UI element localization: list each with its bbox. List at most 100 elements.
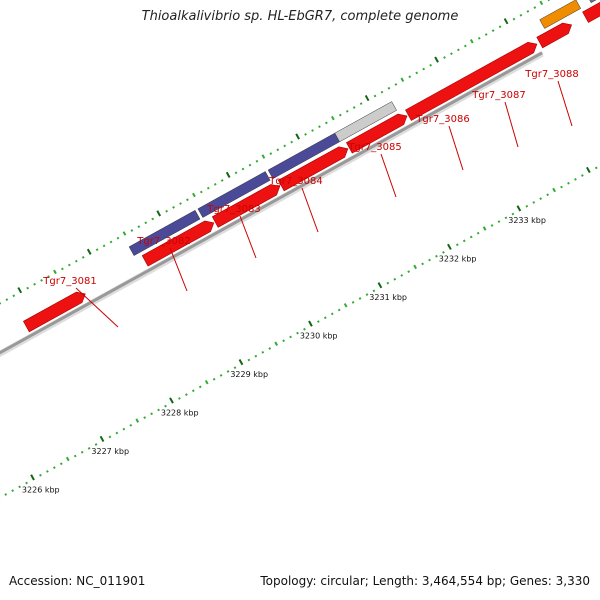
ruler-tick [323, 316, 327, 320]
ruler-tick [233, 366, 237, 370]
ruler-tick [525, 204, 529, 208]
feature-ruler-tick [283, 144, 287, 148]
cds-arrow [277, 146, 349, 192]
feature-ruler-tick [206, 186, 210, 190]
ruler-tick [462, 239, 466, 243]
feature-ruler-tick [122, 231, 127, 236]
feature-ruler-tick [457, 48, 460, 52]
ruler-tick [581, 174, 584, 177]
feature-ruler-tick [422, 67, 426, 71]
feature-ruler-tick [469, 39, 474, 44]
gene-label-leader [75, 287, 119, 328]
gene-label-leader [380, 153, 397, 198]
feature-ruler-tick [109, 240, 113, 244]
feature-ruler-tick [434, 56, 439, 63]
gene-label: Tgr7_3088 [524, 69, 578, 80]
ruler-tick [59, 462, 63, 466]
feature-ruler-tick [408, 75, 412, 79]
gene-label: Tgr7_3084 [268, 176, 322, 187]
feature-ruler-tick [234, 171, 238, 175]
ruler-tick [476, 231, 480, 235]
feature-ruler-tick [498, 25, 502, 29]
feature-ruler-tick [26, 286, 30, 290]
ruler-tick [296, 331, 299, 335]
feature-ruler-tick [331, 115, 335, 121]
feature-ruler-tick [533, 6, 537, 9]
feature-ruler-tick [5, 298, 9, 301]
feature-ruler-tick [33, 282, 36, 286]
gene-label-leader [239, 215, 257, 259]
feature-ruler-tick [400, 77, 405, 82]
ruler-tick [317, 320, 320, 323]
feature-ruler-tick [318, 125, 321, 129]
feature-ruler-tick [269, 152, 273, 155]
gene-label-leader [448, 125, 464, 171]
ruler-tick [372, 289, 376, 293]
ruler-tick [191, 389, 195, 393]
feature-ruler-tick [380, 90, 384, 94]
ruler-tick [219, 374, 223, 377]
ruler-tick [52, 466, 56, 469]
feature-ruler-tick [261, 154, 266, 159]
ruler-tick [567, 181, 570, 185]
feature-ruler-tick [165, 209, 168, 213]
feature-ruler-tick [137, 225, 141, 228]
ruler-tick [330, 312, 334, 316]
ruler-tick [386, 281, 390, 285]
ruler-tick [351, 300, 355, 304]
accession-label: Accession: NC_011901 [9, 574, 146, 588]
genome-backbone-shadow [0, 51, 544, 358]
feature-ruler-tick [325, 121, 328, 125]
kbp-tick-label: 3231 kbp [369, 293, 407, 302]
feature-ruler-tick [17, 287, 23, 294]
ruler-tick [497, 220, 501, 224]
feature-ruler-tick [220, 179, 224, 182]
feature-ruler-tick [373, 94, 377, 98]
ruler-tick [169, 397, 174, 404]
feature-ruler-tick [295, 133, 300, 140]
ruler-tick [18, 485, 21, 489]
ruler-tick [65, 456, 70, 462]
ruler-tick [164, 404, 167, 408]
feature-ruler-tick [199, 190, 203, 194]
cds-arrow [582, 2, 600, 23]
ruler-tick [226, 370, 230, 373]
feature-ruler-tick [102, 244, 106, 248]
feature-ruler-tick [311, 129, 314, 132]
gene-feature-box [197, 171, 271, 218]
ruler-tick [247, 358, 251, 362]
feature-ruler-tick [74, 259, 78, 263]
kbp-tick-label: 3226 kbp [22, 485, 60, 494]
genome-backbone [0, 51, 543, 355]
gene-feature-box [589, 0, 597, 4]
feature-ruler-tick [304, 133, 307, 136]
ruler-tick [482, 226, 487, 231]
ruler-tick [11, 489, 15, 493]
feature-ruler-tick [338, 113, 342, 117]
ruler-tick [400, 274, 404, 277]
feature-ruler-tick [12, 294, 16, 298]
ruler-tick [308, 320, 313, 327]
ruler-tick [516, 205, 522, 212]
feature-ruler-tick [156, 210, 162, 217]
ruler-tick [143, 416, 147, 419]
feature-ruler-tick [359, 102, 363, 105]
ruler-tick [25, 481, 28, 485]
feature-ruler-tick [67, 263, 71, 267]
gene-label: Tgr7_3083 [206, 204, 260, 215]
ruler-tick [46, 470, 49, 473]
feature-ruler-tick [463, 44, 467, 48]
ruler-tick [546, 193, 549, 197]
feature-ruler-tick [477, 36, 481, 40]
feature-ruler-tick [53, 269, 57, 275]
feature-ruler-tick [225, 171, 231, 179]
ruler-tick [238, 358, 244, 366]
ruler-tick [442, 251, 445, 254]
ruler-tick [274, 341, 279, 346]
feature-ruler-tick [255, 159, 259, 163]
feature-ruler-tick [450, 52, 453, 56]
kbp-tick-label: 3232 kbp [439, 255, 477, 264]
ruler-tick [122, 427, 126, 431]
ruler-tick [99, 435, 105, 443]
